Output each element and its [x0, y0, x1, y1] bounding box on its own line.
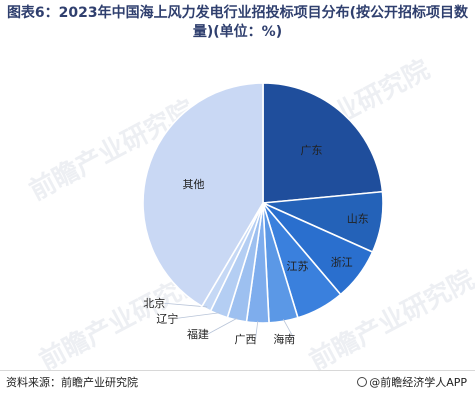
leader-line-5 — [255, 320, 259, 339]
leader-line-6 — [207, 317, 238, 335]
footer: 资料来源：前瞻产业研究院 @前瞻经济学人APP — [0, 370, 475, 393]
slice-label-4: 海南 — [273, 332, 295, 346]
pie-slice-0 — [262, 82, 384, 204]
slice-label-8: 北京 — [143, 296, 165, 310]
brand-logo-icon — [357, 377, 368, 387]
slice-label-1: 山东 — [347, 213, 369, 226]
slice-label-9: 其他 — [183, 178, 205, 191]
slice-label-7: 辽宁 — [156, 311, 178, 325]
slice-label-5: 广西 — [235, 333, 257, 346]
slice-label-3: 江苏 — [286, 260, 308, 273]
source-note: 资料来源：前瞻产业研究院 — [6, 376, 138, 389]
leader-line-7 — [177, 312, 220, 319]
slice-label-6: 福建 — [187, 327, 209, 341]
slice-label-0: 广东 — [300, 144, 322, 157]
pie-slice-9 — [142, 82, 264, 308]
chart-title: 图表6：2023年中国海上风力发电行业招投标项目分布(按公开招标项目数量)(单位… — [6, 5, 469, 40]
slice-label-2: 浙江 — [331, 256, 353, 269]
leader-line-4 — [282, 319, 295, 340]
leader-line-8 — [164, 302, 208, 308]
brand-label: @前瞻经济学人APP — [369, 376, 467, 389]
brand-credit: @前瞻经济学人APP — [357, 374, 467, 390]
